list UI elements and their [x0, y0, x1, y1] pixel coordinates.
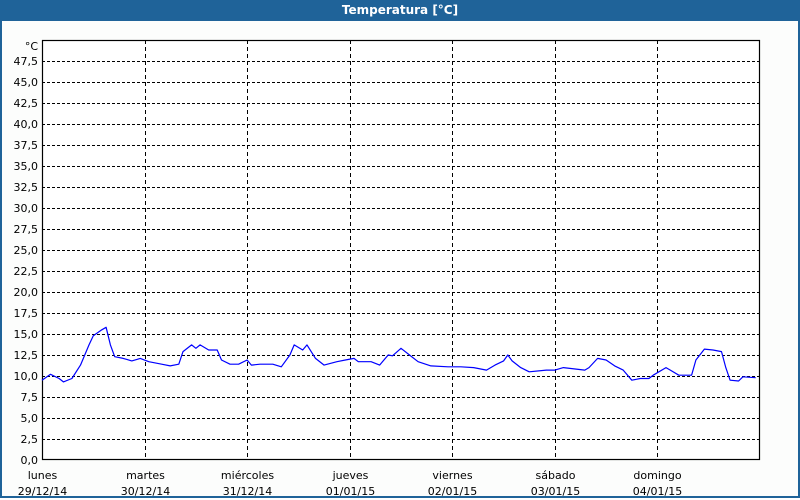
y-tick-label: 25,0 — [14, 244, 39, 257]
y-tick-label: 15,0 — [14, 328, 39, 341]
x-tick-day: miércoles — [221, 469, 274, 482]
y-tick-label: 17,5 — [14, 307, 39, 320]
x-tick-day: martes — [126, 469, 165, 482]
x-tick-day: jueves — [332, 469, 369, 482]
y-tick-label: 27,5 — [14, 223, 39, 236]
x-tick-date: 01/01/15 — [326, 485, 375, 498]
y-tick-label: 32,5 — [14, 181, 39, 194]
y-tick-label: 2,5 — [21, 433, 39, 446]
x-tick-day: lunes — [28, 469, 58, 482]
y-axis-unit: °C — [25, 40, 39, 53]
y-tick-label: 20,0 — [14, 286, 39, 299]
x-tick-day: viernes — [432, 469, 472, 482]
x-tick-date: 30/12/14 — [121, 485, 170, 498]
window-title: Temperatura [°C] — [0, 0, 800, 21]
y-tick-label: 37,5 — [14, 139, 39, 152]
y-tick-label: 12,5 — [14, 349, 39, 362]
x-tick-date: 29/12/14 — [18, 485, 67, 498]
y-tick-label: 42,5 — [14, 97, 39, 110]
y-tick-label: 7,5 — [21, 391, 39, 404]
x-tick-date: 02/01/15 — [428, 485, 477, 498]
x-tick-day: domingo — [633, 469, 681, 482]
y-tick-label: 30,0 — [14, 202, 39, 215]
y-tick-label: 22,5 — [14, 265, 39, 278]
x-tick-date: 03/01/15 — [531, 485, 580, 498]
x-tick-day: sábado — [536, 469, 576, 482]
plot-frame — [41, 39, 761, 461]
temperature-line — [41, 326, 756, 383]
y-tick-label: 10,0 — [14, 370, 39, 383]
x-tick-date: 04/01/15 — [633, 485, 682, 498]
y-tick-label: 0,0 — [21, 454, 39, 467]
y-tick-label: 47,5 — [14, 55, 39, 68]
y-tick-label: 40,0 — [14, 118, 39, 131]
y-tick-label: 5,0 — [21, 412, 39, 425]
y-tick-label: 35,0 — [14, 160, 39, 173]
x-tick-date: 31/12/14 — [223, 485, 272, 498]
plot-area — [42, 40, 760, 460]
y-tick-label: 45,0 — [14, 76, 39, 89]
